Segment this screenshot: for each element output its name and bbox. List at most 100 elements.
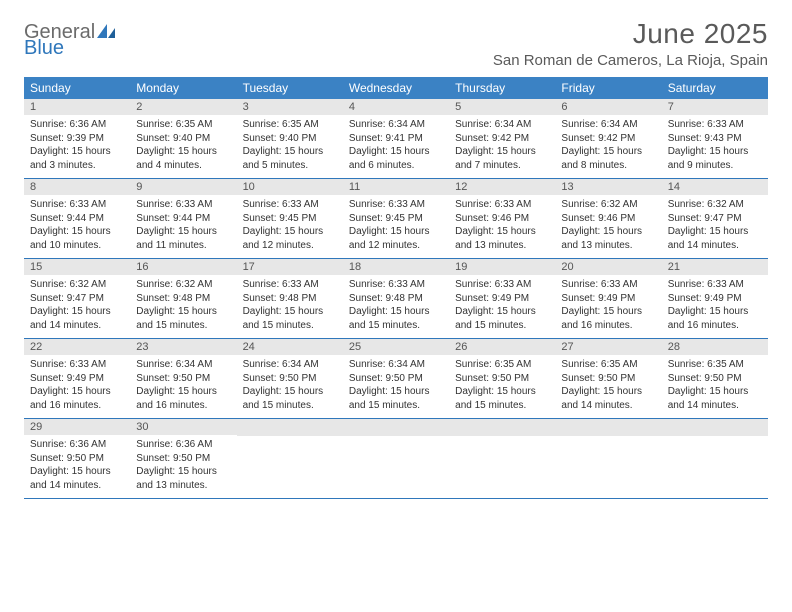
sunrise-line: Sunrise: 6:34 AM xyxy=(349,358,443,372)
calendar-day: 5Sunrise: 6:34 AMSunset: 9:42 PMDaylight… xyxy=(449,99,555,178)
sunrise-line: Sunrise: 6:32 AM xyxy=(668,198,762,212)
brand-sail-icon xyxy=(97,22,115,42)
daylight-line: Daylight: 15 hours and 10 minutes. xyxy=(30,225,124,252)
daylight-line: Daylight: 15 hours and 15 minutes. xyxy=(455,385,549,412)
sunset-line: Sunset: 9:40 PM xyxy=(136,132,230,146)
sunset-line: Sunset: 9:48 PM xyxy=(243,292,337,306)
calendar-day: 26Sunrise: 6:35 AMSunset: 9:50 PMDayligh… xyxy=(449,339,555,418)
sunrise-line: Sunrise: 6:36 AM xyxy=(30,118,124,132)
sunset-line: Sunset: 9:50 PM xyxy=(136,452,230,466)
daylight-line: Daylight: 15 hours and 15 minutes. xyxy=(349,305,443,332)
sunrise-line: Sunrise: 6:33 AM xyxy=(243,278,337,292)
calendar-day: 28Sunrise: 6:35 AMSunset: 9:50 PMDayligh… xyxy=(662,339,768,418)
sunrise-line: Sunrise: 6:32 AM xyxy=(561,198,655,212)
calendar-day: 1Sunrise: 6:36 AMSunset: 9:39 PMDaylight… xyxy=(24,99,130,178)
day-details: Sunrise: 6:33 AMSunset: 9:48 PMDaylight:… xyxy=(343,275,449,332)
daylight-line: Daylight: 15 hours and 16 minutes. xyxy=(668,305,762,332)
day-details: Sunrise: 6:33 AMSunset: 9:49 PMDaylight:… xyxy=(555,275,661,332)
page-title: June 2025 xyxy=(493,18,768,50)
sunset-line: Sunset: 9:42 PM xyxy=(561,132,655,146)
calendar-day: 19Sunrise: 6:33 AMSunset: 9:49 PMDayligh… xyxy=(449,259,555,338)
daylight-line: Daylight: 15 hours and 14 minutes. xyxy=(30,305,124,332)
sunset-line: Sunset: 9:40 PM xyxy=(243,132,337,146)
day-details: Sunrise: 6:32 AMSunset: 9:47 PMDaylight:… xyxy=(662,195,768,252)
calendar-day: 14Sunrise: 6:32 AMSunset: 9:47 PMDayligh… xyxy=(662,179,768,258)
sunset-line: Sunset: 9:39 PM xyxy=(30,132,124,146)
calendar-day: 30Sunrise: 6:36 AMSunset: 9:50 PMDayligh… xyxy=(130,419,236,498)
calendar-day: 24Sunrise: 6:34 AMSunset: 9:50 PMDayligh… xyxy=(237,339,343,418)
day-number: 8 xyxy=(24,179,130,195)
sunrise-line: Sunrise: 6:34 AM xyxy=(349,118,443,132)
day-number: 5 xyxy=(449,99,555,115)
day-number: 16 xyxy=(130,259,236,275)
day-number xyxy=(343,419,449,436)
daylight-line: Daylight: 15 hours and 14 minutes. xyxy=(561,385,655,412)
daylight-line: Daylight: 15 hours and 16 minutes. xyxy=(561,305,655,332)
daylight-line: Daylight: 15 hours and 15 minutes. xyxy=(455,305,549,332)
day-details: Sunrise: 6:35 AMSunset: 9:50 PMDaylight:… xyxy=(555,355,661,412)
sunset-line: Sunset: 9:50 PM xyxy=(30,452,124,466)
sunrise-line: Sunrise: 6:33 AM xyxy=(668,278,762,292)
day-details: Sunrise: 6:32 AMSunset: 9:48 PMDaylight:… xyxy=(130,275,236,332)
calendar-day: 10Sunrise: 6:33 AMSunset: 9:45 PMDayligh… xyxy=(237,179,343,258)
daylight-line: Daylight: 15 hours and 13 minutes. xyxy=(561,225,655,252)
day-number: 14 xyxy=(662,179,768,195)
calendar-day: 23Sunrise: 6:34 AMSunset: 9:50 PMDayligh… xyxy=(130,339,236,418)
day-details: Sunrise: 6:35 AMSunset: 9:50 PMDaylight:… xyxy=(449,355,555,412)
day-number: 19 xyxy=(449,259,555,275)
day-details xyxy=(449,436,555,476)
calendar-day: 4Sunrise: 6:34 AMSunset: 9:41 PMDaylight… xyxy=(343,99,449,178)
day-number: 10 xyxy=(237,179,343,195)
daylight-line: Daylight: 15 hours and 12 minutes. xyxy=(349,225,443,252)
sunrise-line: Sunrise: 6:34 AM xyxy=(455,118,549,132)
sunrise-line: Sunrise: 6:35 AM xyxy=(455,358,549,372)
weekday-header: Sunday xyxy=(24,77,130,99)
daylight-line: Daylight: 15 hours and 6 minutes. xyxy=(349,145,443,172)
day-details: Sunrise: 6:36 AMSunset: 9:39 PMDaylight:… xyxy=(24,115,130,172)
daylight-line: Daylight: 15 hours and 15 minutes. xyxy=(136,305,230,332)
brand-blue: Blue xyxy=(24,37,64,59)
day-number: 7 xyxy=(662,99,768,115)
day-number: 9 xyxy=(130,179,236,195)
daylight-line: Daylight: 15 hours and 15 minutes. xyxy=(243,305,337,332)
sunrise-line: Sunrise: 6:34 AM xyxy=(243,358,337,372)
day-number: 1 xyxy=(24,99,130,115)
sunrise-line: Sunrise: 6:33 AM xyxy=(30,358,124,372)
day-number: 11 xyxy=(343,179,449,195)
day-details xyxy=(555,436,661,476)
daylight-line: Daylight: 15 hours and 14 minutes. xyxy=(668,385,762,412)
day-number: 24 xyxy=(237,339,343,355)
sunset-line: Sunset: 9:46 PM xyxy=(561,212,655,226)
day-details: Sunrise: 6:34 AMSunset: 9:41 PMDaylight:… xyxy=(343,115,449,172)
calendar-week: 15Sunrise: 6:32 AMSunset: 9:47 PMDayligh… xyxy=(24,259,768,339)
day-number xyxy=(237,419,343,436)
daylight-line: Daylight: 15 hours and 4 minutes. xyxy=(136,145,230,172)
day-details: Sunrise: 6:34 AMSunset: 9:42 PMDaylight:… xyxy=(555,115,661,172)
calendar-day: 13Sunrise: 6:32 AMSunset: 9:46 PMDayligh… xyxy=(555,179,661,258)
calendar-day: 27Sunrise: 6:35 AMSunset: 9:50 PMDayligh… xyxy=(555,339,661,418)
day-number: 30 xyxy=(130,419,236,435)
daylight-line: Daylight: 15 hours and 16 minutes. xyxy=(136,385,230,412)
calendar-day: 7Sunrise: 6:33 AMSunset: 9:43 PMDaylight… xyxy=(662,99,768,178)
sunrise-line: Sunrise: 6:33 AM xyxy=(243,198,337,212)
sunrise-line: Sunrise: 6:33 AM xyxy=(30,198,124,212)
day-number xyxy=(555,419,661,436)
daylight-line: Daylight: 15 hours and 14 minutes. xyxy=(668,225,762,252)
day-details: Sunrise: 6:33 AMSunset: 9:49 PMDaylight:… xyxy=(449,275,555,332)
location-subtitle: San Roman de Cameros, La Rioja, Spain xyxy=(493,52,768,69)
day-number: 28 xyxy=(662,339,768,355)
daylight-line: Daylight: 15 hours and 14 minutes. xyxy=(30,465,124,492)
day-number: 20 xyxy=(555,259,661,275)
daylight-line: Daylight: 15 hours and 5 minutes. xyxy=(243,145,337,172)
day-number: 2 xyxy=(130,99,236,115)
sunset-line: Sunset: 9:49 PM xyxy=(561,292,655,306)
sunrise-line: Sunrise: 6:33 AM xyxy=(455,278,549,292)
day-details: Sunrise: 6:33 AMSunset: 9:43 PMDaylight:… xyxy=(662,115,768,172)
sunrise-line: Sunrise: 6:33 AM xyxy=(136,198,230,212)
sunset-line: Sunset: 9:50 PM xyxy=(243,372,337,386)
sunset-line: Sunset: 9:50 PM xyxy=(349,372,443,386)
sunrise-line: Sunrise: 6:34 AM xyxy=(136,358,230,372)
sunrise-line: Sunrise: 6:32 AM xyxy=(30,278,124,292)
calendar-day: 3Sunrise: 6:35 AMSunset: 9:40 PMDaylight… xyxy=(237,99,343,178)
calendar-day: 17Sunrise: 6:33 AMSunset: 9:48 PMDayligh… xyxy=(237,259,343,338)
